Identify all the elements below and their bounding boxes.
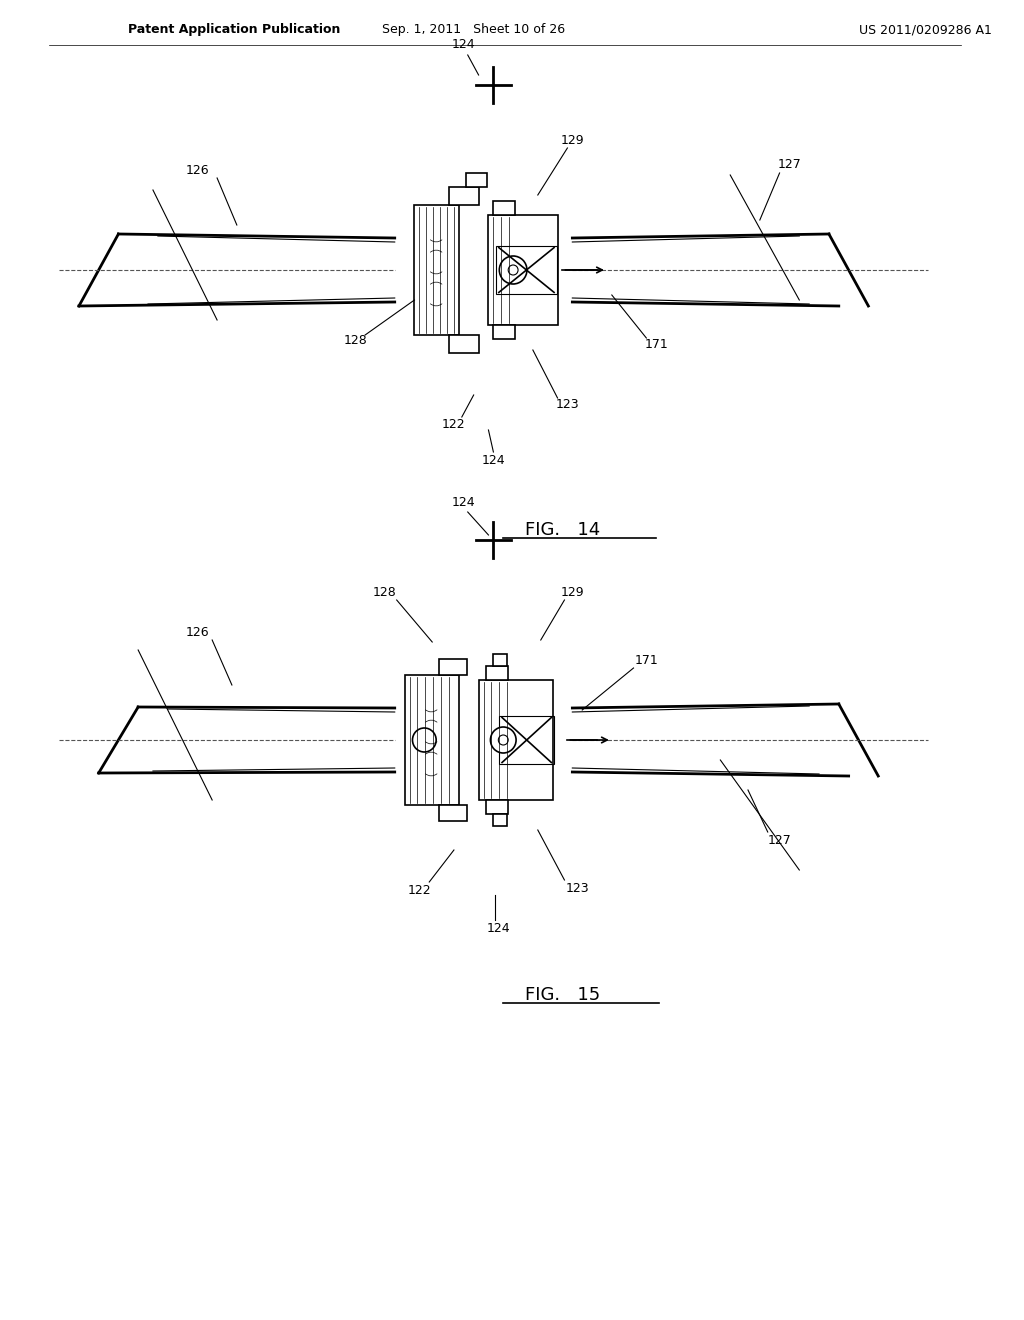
Text: Sep. 1, 2011   Sheet 10 of 26: Sep. 1, 2011 Sheet 10 of 26 — [382, 24, 565, 37]
Text: 127: 127 — [777, 158, 802, 172]
Text: 128: 128 — [373, 586, 396, 598]
Text: 124: 124 — [452, 495, 475, 508]
Bar — [449, 335, 478, 352]
Text: 127: 127 — [768, 833, 792, 846]
Bar — [488, 215, 557, 325]
Text: 129: 129 — [560, 133, 584, 147]
Circle shape — [499, 735, 508, 744]
Text: 124: 124 — [452, 38, 475, 51]
Text: FIG.   15: FIG. 15 — [525, 986, 600, 1005]
Text: Patent Application Publication: Patent Application Publication — [128, 24, 341, 37]
Circle shape — [413, 729, 436, 752]
Bar — [494, 201, 515, 215]
Text: 122: 122 — [442, 418, 466, 432]
Bar — [478, 680, 553, 800]
Circle shape — [490, 727, 516, 752]
Text: 126: 126 — [185, 164, 209, 177]
Bar — [494, 653, 507, 667]
Text: 122: 122 — [408, 883, 431, 896]
Bar — [466, 173, 487, 187]
Text: US 2011/0209286 A1: US 2011/0209286 A1 — [858, 24, 991, 37]
Text: 124: 124 — [481, 454, 505, 466]
Circle shape — [508, 265, 518, 275]
Circle shape — [500, 256, 527, 284]
Bar — [439, 805, 467, 821]
Bar — [494, 814, 507, 826]
Text: 123: 123 — [565, 882, 589, 895]
Bar — [486, 800, 508, 814]
Bar — [449, 187, 478, 205]
Bar — [404, 675, 459, 805]
Text: 171: 171 — [635, 653, 658, 667]
Text: FIG.   14: FIG. 14 — [525, 521, 600, 539]
Bar — [439, 659, 467, 675]
Bar — [499, 717, 554, 764]
Text: 128: 128 — [343, 334, 368, 346]
Bar — [415, 205, 459, 335]
Text: 171: 171 — [644, 338, 668, 351]
Bar — [486, 667, 508, 680]
Text: 124: 124 — [486, 921, 510, 935]
Bar — [494, 325, 515, 339]
Text: 123: 123 — [556, 399, 580, 412]
Text: 129: 129 — [560, 586, 584, 598]
Bar — [496, 247, 557, 294]
Text: 126: 126 — [185, 626, 209, 639]
